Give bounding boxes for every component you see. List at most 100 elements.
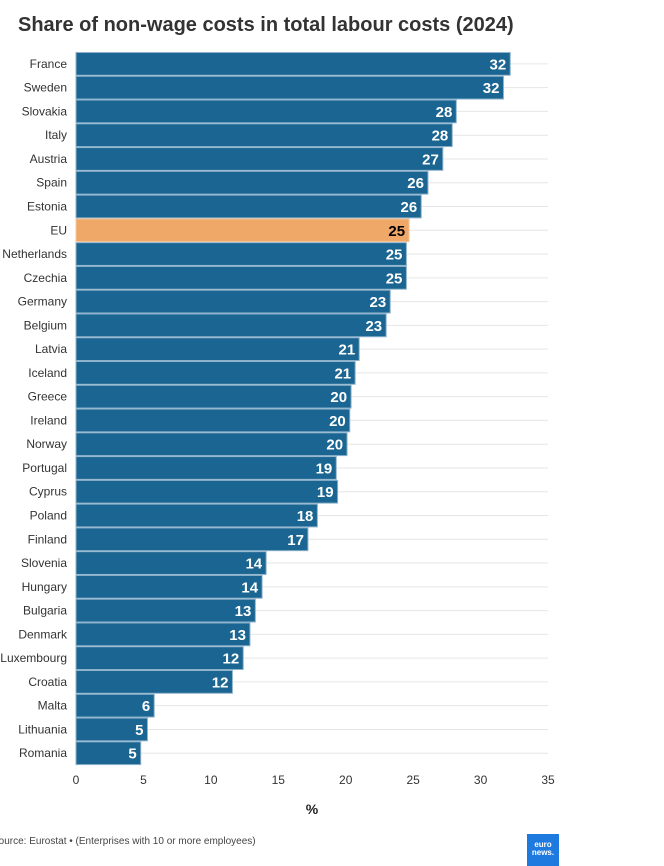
x-tick-label: 15 <box>272 773 286 787</box>
category-label: Czechia <box>24 271 68 285</box>
bar-eu <box>75 218 410 243</box>
category-label: Spain <box>36 176 67 190</box>
category-label: Norway <box>26 437 67 451</box>
data-label: 13 <box>229 627 246 644</box>
category-label: Germany <box>18 295 67 309</box>
category-label: Romania <box>19 746 67 760</box>
category-label: Austria <box>30 152 68 166</box>
bar-romania <box>75 741 142 766</box>
category-label: Bulgaria <box>23 604 67 618</box>
bar-ireland <box>75 408 351 433</box>
bar-luxembourg <box>75 646 244 671</box>
category-label: Netherlands <box>2 247 67 261</box>
category-label: France <box>30 57 68 71</box>
bar-slovenia <box>75 551 267 575</box>
data-label: 25 <box>386 247 403 264</box>
bar-france <box>75 52 511 76</box>
category-label: Estonia <box>27 200 67 214</box>
bar-chart: France 32 Sweden 32 Slovakia 28 Italy 28 Austria… <box>0 52 555 817</box>
data-label: 13 <box>235 603 252 620</box>
x-tick-label: 0 <box>73 773 80 787</box>
data-label: 21 <box>334 365 351 382</box>
category-label: Luxembourg <box>0 651 67 665</box>
data-label: 25 <box>388 223 405 240</box>
x-tick-label: 35 <box>541 773 555 787</box>
data-label: 28 <box>436 104 453 121</box>
x-tick-label: 10 <box>204 773 218 787</box>
bar-belgium <box>75 313 387 338</box>
bar-malta <box>75 693 155 718</box>
category-label: Croatia <box>28 675 67 689</box>
category-label: EU <box>50 223 67 237</box>
category-label: Belgium <box>24 318 67 332</box>
data-label: 14 <box>241 579 258 596</box>
data-label: 14 <box>245 556 262 573</box>
category-label: Finland <box>28 532 67 546</box>
data-label: 26 <box>407 175 424 192</box>
category-label: Greece <box>28 390 68 404</box>
x-axis-label: % <box>306 801 319 817</box>
data-label: 6 <box>142 698 150 715</box>
chart-title: Share of non-wage costs in total labour … <box>18 14 514 36</box>
category-label: Poland <box>30 509 67 523</box>
data-label: 5 <box>128 746 136 763</box>
source-note: Source: Eurostat • (Enterprises with 10 … <box>0 836 256 847</box>
bar-greece <box>75 384 352 409</box>
bar-portugal <box>75 456 337 480</box>
bar-spain <box>75 170 429 195</box>
data-label: 19 <box>317 484 334 501</box>
data-label: 12 <box>223 651 240 668</box>
x-tick-label: 5 <box>140 773 147 787</box>
bar-croatia <box>75 670 233 694</box>
category-label: Cyprus <box>29 485 67 499</box>
data-label: 5 <box>135 722 143 739</box>
category-label: Latvia <box>35 342 67 356</box>
bar-latvia <box>75 337 360 362</box>
data-label: 26 <box>401 199 418 216</box>
category-label: Hungary <box>22 580 67 594</box>
bar-germany <box>75 289 391 314</box>
bar-bulgaria <box>75 598 256 623</box>
data-label: 32 <box>490 56 507 73</box>
bar-finland <box>75 527 309 552</box>
category-label: Slovenia <box>21 556 67 570</box>
bar-italy <box>75 123 453 148</box>
bar-austria <box>75 147 444 171</box>
x-tick-label: 25 <box>406 773 420 787</box>
euronews-logo: euro news. <box>527 834 559 866</box>
category-label: Iceland <box>28 366 67 380</box>
data-label: 21 <box>339 342 356 359</box>
bar-poland <box>75 503 318 528</box>
data-label: 12 <box>212 674 229 691</box>
bar-hungary <box>75 574 263 599</box>
data-label: 19 <box>316 460 333 477</box>
data-label: 23 <box>370 294 387 311</box>
bar-estonia <box>75 194 422 219</box>
category-label: Denmark <box>18 627 68 641</box>
data-label: 27 <box>422 151 439 168</box>
category-label: Slovakia <box>22 104 68 118</box>
bar-czechia <box>75 265 407 290</box>
category-label: Ireland <box>30 413 67 427</box>
bar-lithuania <box>75 717 148 742</box>
data-label: 20 <box>329 413 346 430</box>
bar-norway <box>75 432 348 457</box>
category-label: Lithuania <box>18 722 67 736</box>
data-label: 20 <box>330 389 347 406</box>
data-label: 23 <box>365 318 382 335</box>
bar-sweden <box>75 75 504 100</box>
data-label: 32 <box>483 80 500 97</box>
data-label: 25 <box>386 270 403 287</box>
x-tick-label: 20 <box>339 773 353 787</box>
category-label: Portugal <box>22 461 67 475</box>
bar-cyprus <box>75 479 339 504</box>
data-label: 20 <box>326 437 343 454</box>
data-label: 17 <box>287 532 304 549</box>
bar-denmark <box>75 622 251 647</box>
bar-slovakia <box>75 99 457 124</box>
data-label: 28 <box>432 128 449 145</box>
data-label: 18 <box>297 508 314 525</box>
category-label: Sweden <box>24 81 67 95</box>
bar-iceland <box>75 361 356 385</box>
category-label: Italy <box>45 128 67 142</box>
